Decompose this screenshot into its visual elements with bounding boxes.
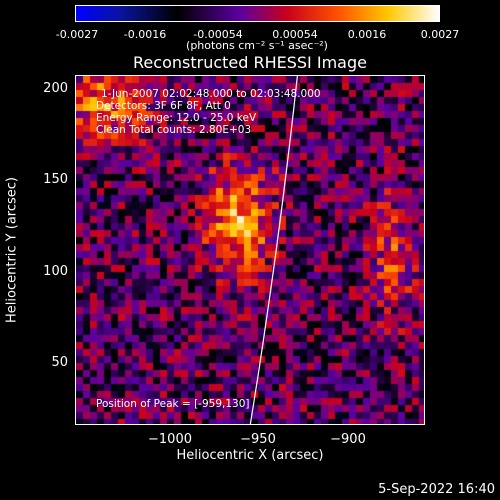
y-axis-label: Heliocentric Y (arcsec) bbox=[4, 177, 20, 323]
x-tick-label: −950 bbox=[240, 432, 276, 447]
colorbar-gradient bbox=[76, 6, 439, 21]
colorbar bbox=[75, 5, 440, 22]
colorbar-tick: 0.0016 bbox=[347, 28, 387, 41]
chart-title: Reconstructed RHESSI Image bbox=[133, 53, 367, 72]
plot-timestamp: 5-Sep-2022 16:40 bbox=[378, 482, 495, 497]
x-tick-label: −1000 bbox=[148, 432, 192, 447]
solar-limb-line bbox=[249, 76, 298, 424]
y-tick-label: 50 bbox=[51, 355, 68, 370]
y-tick-label: 150 bbox=[43, 172, 68, 187]
x-tick-label: −900 bbox=[330, 432, 366, 447]
colorbar-tick: 0.0027 bbox=[420, 28, 460, 41]
colorbar-units: (photons cm⁻² s⁻¹ asec⁻²) bbox=[186, 39, 328, 52]
info-line-energy: Energy Range: 12.0 - 25.0 keV bbox=[96, 112, 257, 124]
info-line-counts: Clean Total counts: 2.80E+03 bbox=[96, 124, 252, 136]
info-line-detectors: Detectors: 3F 6F 8F, Att 0 bbox=[96, 100, 231, 112]
colorbar-tick: -0.0027 bbox=[55, 28, 99, 41]
overlay bbox=[249, 76, 298, 424]
colorbar-tick: -0.0016 bbox=[123, 28, 167, 41]
x-axis-label: Heliocentric X (arcsec) bbox=[176, 448, 324, 463]
colorbar-tick: 0.00054 bbox=[272, 28, 318, 41]
y-tick-label: 100 bbox=[43, 264, 68, 279]
plot-area: 1-Jun-2007 02:02:48.000 to 02:03:48.000 … bbox=[75, 75, 425, 425]
peak-position-label: Position of Peak = [-959,130] bbox=[96, 398, 250, 410]
info-line-time: 1-Jun-2007 02:02:48.000 to 02:03:48.000 bbox=[101, 88, 321, 100]
colorbar-tick: -0.00054 bbox=[193, 28, 243, 41]
y-tick-label: 200 bbox=[43, 81, 68, 96]
heatmap-image bbox=[76, 76, 424, 424]
